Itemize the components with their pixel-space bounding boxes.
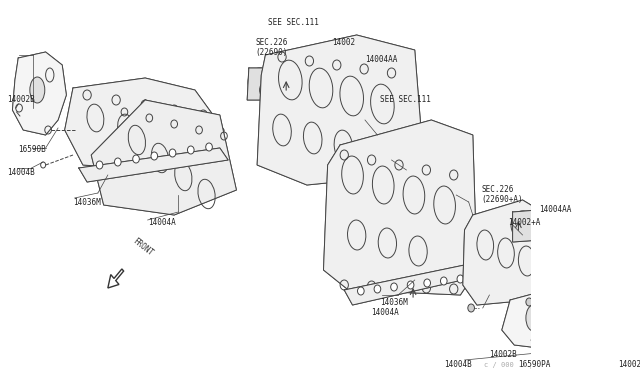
Ellipse shape xyxy=(424,279,431,287)
Polygon shape xyxy=(257,35,423,185)
Text: 14004B: 14004B xyxy=(444,360,472,369)
Ellipse shape xyxy=(248,68,271,96)
Ellipse shape xyxy=(358,287,364,295)
Ellipse shape xyxy=(586,307,600,333)
Text: 14002B: 14002B xyxy=(618,360,640,369)
Text: 14036M: 14036M xyxy=(73,198,100,207)
Ellipse shape xyxy=(188,146,194,154)
Ellipse shape xyxy=(457,275,464,283)
Ellipse shape xyxy=(407,281,414,289)
Polygon shape xyxy=(92,100,236,215)
Polygon shape xyxy=(344,265,471,305)
Text: SEE SEC.111: SEE SEC.111 xyxy=(268,18,319,27)
Ellipse shape xyxy=(253,74,266,90)
Text: 14004AA: 14004AA xyxy=(539,205,572,214)
Ellipse shape xyxy=(440,277,447,285)
Text: 14004AA: 14004AA xyxy=(365,55,397,64)
Polygon shape xyxy=(276,75,307,95)
Polygon shape xyxy=(12,52,67,135)
Polygon shape xyxy=(247,68,278,100)
Polygon shape xyxy=(564,295,630,355)
Ellipse shape xyxy=(374,285,381,293)
Text: 14002B: 14002B xyxy=(490,350,517,359)
Ellipse shape xyxy=(390,283,397,291)
Ellipse shape xyxy=(151,152,157,160)
Polygon shape xyxy=(513,210,541,242)
Text: c / 000 .1: c / 000 .1 xyxy=(484,362,527,368)
Text: 14002: 14002 xyxy=(332,38,355,47)
Text: SEC.226
(22690): SEC.226 (22690) xyxy=(255,38,288,57)
Text: 14036M: 14036M xyxy=(380,298,408,307)
Ellipse shape xyxy=(205,143,212,151)
Ellipse shape xyxy=(526,298,532,306)
Text: 14002B: 14002B xyxy=(6,95,35,104)
Text: 16590B: 16590B xyxy=(19,145,46,154)
Polygon shape xyxy=(65,78,224,170)
Ellipse shape xyxy=(526,305,541,331)
Polygon shape xyxy=(79,148,228,182)
Text: SEE SEC.111: SEE SEC.111 xyxy=(380,95,431,104)
Polygon shape xyxy=(620,250,640,325)
Ellipse shape xyxy=(260,83,268,97)
Text: 16590PA: 16590PA xyxy=(518,360,551,369)
Polygon shape xyxy=(502,290,568,350)
Ellipse shape xyxy=(468,304,474,312)
Text: 14004A: 14004A xyxy=(372,308,399,317)
Ellipse shape xyxy=(96,161,103,169)
Text: 14002+A: 14002+A xyxy=(508,218,540,227)
Text: 14004A: 14004A xyxy=(148,218,175,227)
Ellipse shape xyxy=(548,237,563,263)
Polygon shape xyxy=(323,120,477,295)
Ellipse shape xyxy=(169,149,176,157)
Text: SEC.226
(22690+A): SEC.226 (22690+A) xyxy=(481,185,523,204)
Ellipse shape xyxy=(30,77,45,103)
Text: FRONT: FRONT xyxy=(131,237,155,258)
Ellipse shape xyxy=(115,158,121,166)
Polygon shape xyxy=(463,200,547,305)
Text: 14004B: 14004B xyxy=(6,168,35,177)
Polygon shape xyxy=(532,220,580,280)
Ellipse shape xyxy=(511,211,534,239)
FancyArrow shape xyxy=(108,269,124,288)
Ellipse shape xyxy=(132,155,140,163)
Ellipse shape xyxy=(516,217,529,233)
